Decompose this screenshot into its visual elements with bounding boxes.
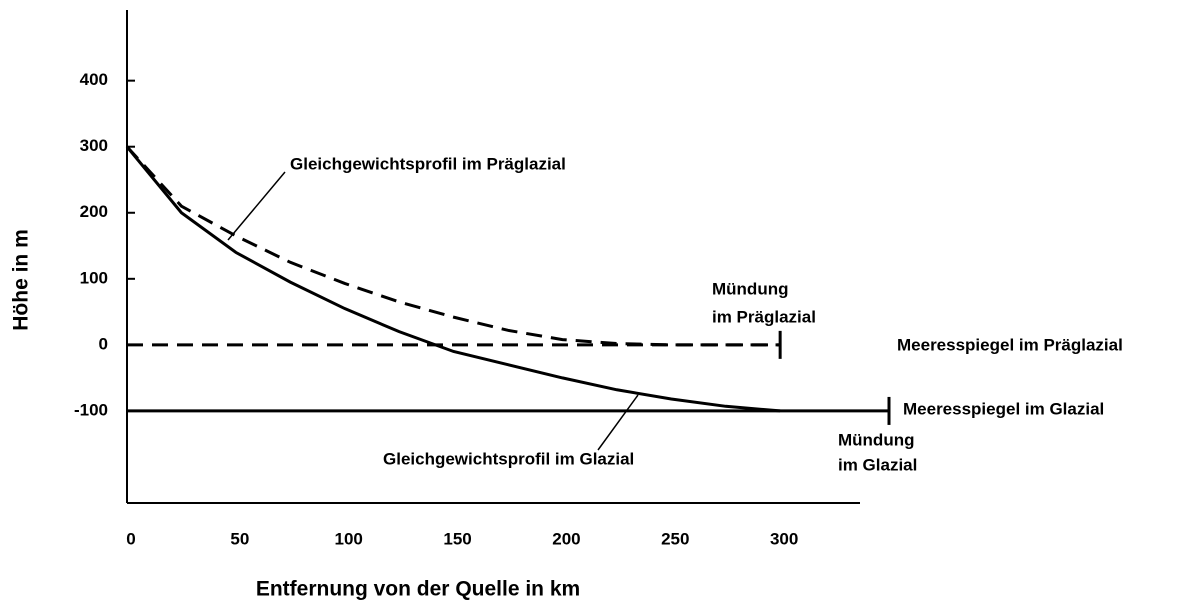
x-tick-label: 100	[335, 529, 363, 548]
leader-line	[227, 171, 286, 241]
annotation: im Präglazial	[712, 307, 816, 326]
series-label: Meeresspiegel im Präglazial	[897, 335, 1123, 354]
x-tick-label: 50	[230, 529, 249, 548]
x-tick-label: 150	[443, 529, 471, 548]
y-tick-label: 300	[80, 136, 108, 155]
line	[125, 145, 781, 347]
y-tick-label: -100	[74, 400, 108, 419]
y-tick-label: 200	[80, 202, 108, 221]
x-tick-label: 250	[661, 529, 689, 548]
series-label: Meeresspiegel im Glazial	[903, 399, 1104, 418]
y-tick-label: 0	[99, 334, 108, 353]
series-label: Gleichgewichtsprofil im Glazial	[383, 449, 634, 468]
line	[125, 145, 781, 413]
y-tick-label: 400	[80, 70, 108, 89]
annotation: im Glazial	[838, 455, 917, 474]
y-tick-label: 100	[80, 268, 108, 287]
x-tick-label: 300	[770, 529, 798, 548]
x-axis-label: Entfernung von der Quelle in km	[256, 578, 580, 601]
annotation: Mündung	[838, 430, 914, 449]
series-label: Gleichgewichtsprofil im Präglazial	[290, 154, 566, 173]
y-axis-label: Höhe in m	[10, 229, 33, 331]
annotation: Mündung	[712, 279, 788, 298]
leader-line	[597, 394, 639, 451]
x-tick-label: 0	[126, 529, 135, 548]
x-tick-label: 200	[552, 529, 580, 548]
